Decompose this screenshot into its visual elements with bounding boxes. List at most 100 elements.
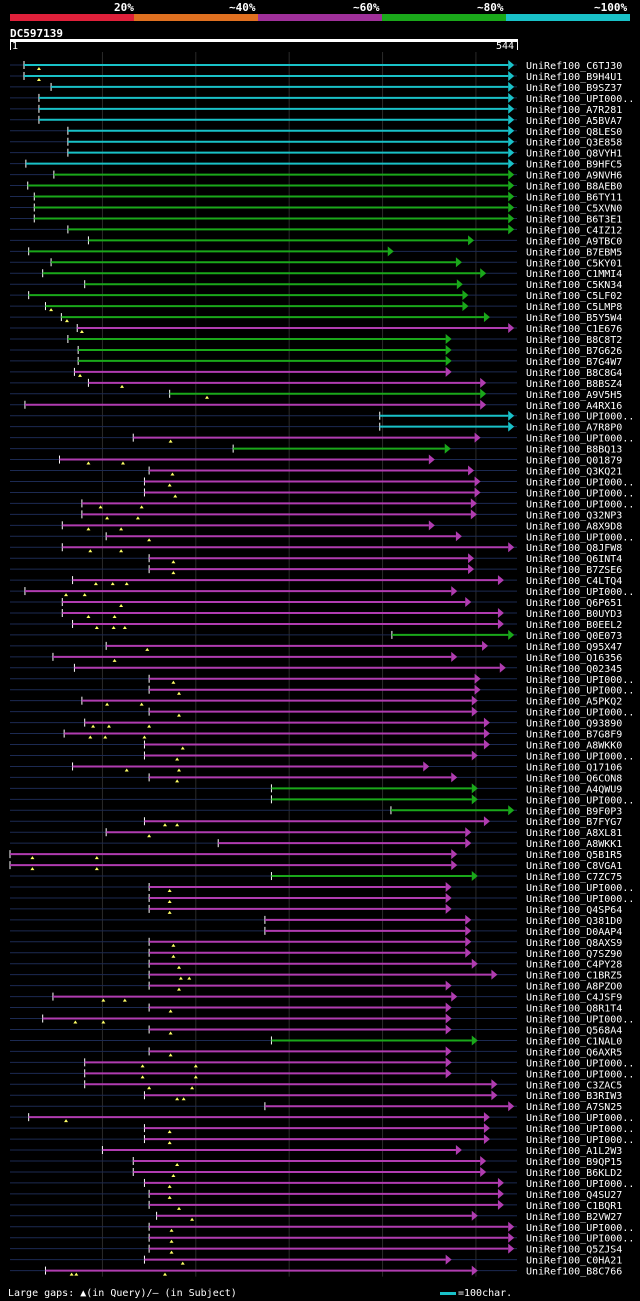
hit-label: UniRef100_C6TJ30: [526, 61, 622, 72]
hit-label: UniRef100_UPI000..: [526, 488, 634, 499]
query-gap-marker: [167, 910, 172, 914]
query-gap-marker: [135, 516, 140, 520]
query-gap-marker: [177, 691, 181, 695]
hit-arrow: [497, 575, 504, 586]
query-gap-marker: [180, 746, 185, 750]
hit-label: UniRef100_Q95X47: [526, 642, 622, 653]
hit-label: UniRef100_B6T3E1: [526, 214, 622, 225]
query-end-label: 544: [496, 41, 515, 52]
hit-label: UniRef100_Q17106: [526, 762, 622, 773]
query-gap-marker: [86, 461, 91, 465]
hit-label: UniRef100_C1NAL0: [526, 1036, 622, 1047]
query-gap-marker: [167, 1184, 172, 1188]
hit-label: UniRef100_A5BVA7: [526, 116, 622, 127]
query-gap-marker: [175, 1163, 180, 1166]
hit-label: UniRef100_A9V5H5: [526, 390, 622, 401]
hit-arrow: [508, 323, 515, 334]
hit-arrow: [428, 454, 435, 465]
query-gap-marker: [177, 987, 181, 991]
query-gap-marker: [30, 856, 35, 860]
query-gap-marker: [88, 735, 93, 739]
hit-arrow: [471, 695, 478, 706]
gaps-legend: Large gaps: ▲(in Query)/– (in Subject): [8, 1288, 237, 1299]
query-gap-marker: [69, 1272, 74, 1276]
query-gap-marker: [49, 308, 54, 312]
hit-arrow: [508, 60, 515, 70]
hit-label: UniRef100_UPI000..: [526, 477, 634, 488]
hit-label: UniRef100_UPI000..: [526, 795, 634, 806]
query-gap-marker: [139, 702, 144, 706]
query-gap-marker: [78, 373, 83, 377]
hit-arrow: [445, 1046, 452, 1057]
hit-arrow: [480, 268, 487, 279]
hit-arrow: [445, 1002, 452, 1013]
identity-legend: 20% ~40% ~60% ~80% ~100%: [0, 0, 640, 22]
hit-arrow: [491, 1079, 498, 1090]
hit-label: UniRef100_Q6CON8: [526, 773, 622, 784]
query-gap-marker: [168, 1031, 173, 1035]
query-gap-marker: [147, 724, 152, 728]
hit-label: UniRef100_C5KY01: [526, 258, 622, 269]
hit-label: UniRef100_A1L2W3: [526, 1146, 622, 1157]
hit-label: UniRef100_Q16356: [526, 653, 622, 664]
hit-arrow: [480, 377, 487, 388]
hit-arrow: [468, 235, 475, 246]
query-gap-marker: [169, 1228, 174, 1232]
hit-arrow: [468, 553, 475, 564]
hit-label: UniRef100_UPI000..: [526, 751, 634, 762]
hit-arrow: [471, 706, 478, 717]
hit-label: UniRef100_A7SN25: [526, 1102, 622, 1113]
hit-label: UniRef100_A7R281: [526, 105, 622, 116]
query-gap-marker: [147, 834, 152, 838]
query-end-tick: [517, 42, 518, 50]
hit-label: UniRef100_A5PKQ2: [526, 697, 622, 708]
hit-label: UniRef100_UPI000..: [526, 587, 634, 598]
hit-arrow: [445, 892, 452, 903]
hit-arrow: [471, 958, 478, 969]
query-gap-marker: [171, 680, 176, 684]
hit-label: UniRef100_UPI000..: [526, 94, 634, 105]
query-gap-marker: [169, 1250, 174, 1254]
hit-label: UniRef100_A7R8P0: [526, 423, 622, 434]
hit-arrow: [508, 81, 515, 92]
hit-label: UniRef100_B9H4U1: [526, 72, 622, 83]
hit-label: UniRef100_UPI000..: [526, 1069, 634, 1080]
query-gap-marker: [175, 757, 180, 761]
hit-arrow: [445, 344, 452, 355]
hit-arrow: [465, 914, 472, 925]
query-gap-marker: [171, 560, 176, 564]
hit-arrow: [508, 1243, 515, 1254]
legend-segment-80: [382, 14, 506, 21]
query-gap-marker: [193, 1075, 198, 1079]
hit-arrow: [497, 618, 504, 629]
query-gap-marker: [82, 593, 87, 597]
legend-label-20: 20%: [114, 1, 134, 14]
hit-arrow: [508, 92, 515, 103]
hit-label: UniRef100_B8C8T2: [526, 335, 622, 346]
hit-label: UniRef100_UPI000..: [526, 434, 634, 445]
hit-label: UniRef100_B8C8G4: [526, 368, 622, 379]
hit-label: UniRef100_A8WKK0: [526, 741, 622, 752]
hit-arrow: [471, 1265, 478, 1276]
hit-label: UniRef100_Q8VYH1: [526, 149, 622, 160]
hit-label: UniRef100_C5LMP8: [526, 302, 622, 313]
hit-label: UniRef100_C0HA21: [526, 1256, 622, 1267]
hit-label: UniRef100_UPI000..: [526, 1015, 634, 1026]
hit-arrow: [470, 509, 477, 520]
hit-label: UniRef100_UPI000..: [526, 532, 634, 543]
query-gap-marker: [173, 494, 178, 498]
query-gap-marker: [94, 625, 99, 629]
legend-segment-40: [134, 14, 258, 21]
hit-arrow: [451, 991, 458, 1002]
hit-label: UniRef100_Q0E073: [526, 631, 622, 642]
hit-label: UniRef100_UPI000..: [526, 1234, 634, 1245]
hit-arrow: [474, 432, 481, 443]
query-gap-marker: [139, 505, 144, 509]
hit-arrow: [451, 849, 458, 860]
hit-label: UniRef100_Q4SP64: [526, 905, 622, 916]
hit-arrow: [480, 1166, 487, 1177]
hit-label: UniRef100_B2VW27: [526, 1212, 622, 1223]
hit-label: UniRef100_UPI000..: [526, 1135, 634, 1146]
hit-arrow: [508, 125, 515, 136]
query-gap-marker: [101, 998, 106, 1002]
